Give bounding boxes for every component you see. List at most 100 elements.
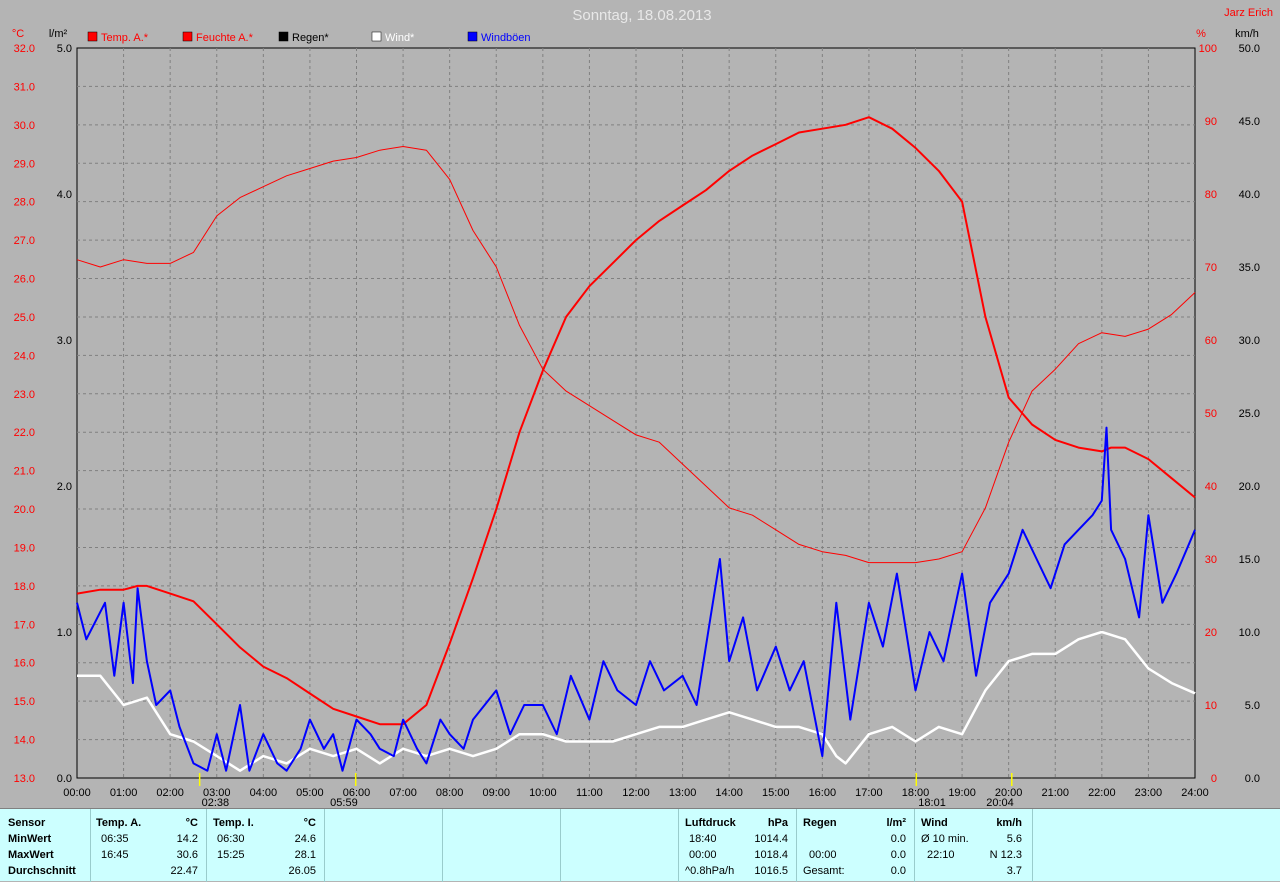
x-tick-label: 15:00: [762, 787, 790, 799]
x-tick-label: 10:00: [529, 787, 557, 799]
legend-swatch: [467, 31, 478, 42]
x-tick-label: 07:00: [389, 787, 417, 799]
wind-axis-label: km/h: [1235, 28, 1259, 40]
stats-wind-avg-label: Ø 10 min.: [921, 833, 969, 845]
temp-tick-label: 15.0: [14, 696, 35, 708]
stats-pressure-min: 1014.4: [754, 833, 788, 845]
event-label: 18:01: [918, 797, 946, 808]
stats-table: Sensor MinWert MaxWert Durchschnitt Temp…: [0, 808, 1280, 882]
stats-pressure-avg: 1016.5: [754, 865, 788, 877]
humidity-tick-label: 90: [1205, 116, 1217, 128]
wind-tick-label: 25.0: [1239, 408, 1260, 420]
humidity-tick-label: 40: [1205, 481, 1217, 493]
temp-tick-label: 17.0: [14, 619, 35, 631]
temp-tick-label: 25.0: [14, 312, 35, 324]
wind-tick-label: 5.0: [1245, 700, 1260, 712]
series-line-feuchte-a: [76, 146, 1196, 564]
wind-tick-label: 20.0: [1239, 481, 1260, 493]
series-line-wind: [77, 630, 1196, 772]
stats-unit-rain: l/m²: [886, 817, 906, 829]
stats-rain-total: 0.0: [890, 865, 906, 877]
legend-label: Windböen: [481, 32, 531, 44]
rain-tick-label: 5.0: [57, 43, 72, 55]
x-tick-label: 01:00: [110, 787, 138, 799]
humidity-tick-label: 80: [1205, 189, 1217, 201]
temp-tick-label: 19.0: [14, 542, 35, 554]
x-tick-label: 22:00: [1088, 787, 1116, 799]
rain-tick-label: 1.0: [57, 627, 72, 639]
x-tick-label: 12:00: [622, 787, 650, 799]
legend-swatch: [278, 31, 289, 42]
stats-wind-overall-avg: 3.7: [1006, 865, 1022, 877]
stats-temp-i-max-time: 15:25: [217, 849, 245, 861]
rain-axis-label: l/m²: [49, 28, 68, 40]
stats-wind-max: N 12.3: [989, 849, 1022, 861]
wind-tick-label: 0.0: [1245, 773, 1260, 785]
stats-col-rain: Regen l/m² 0.0 00:00 0.0 Gesamt: 0.0: [796, 809, 914, 882]
x-tick-label: 05:00: [296, 787, 324, 799]
stats-temp-i-min: 24.6: [294, 833, 316, 845]
series-line-temp-a: [76, 116, 1196, 726]
stats-rain-first: 0.0: [890, 833, 906, 845]
stats-col-temp-i: Temp. I. °C 06:30 24.6 15:25 28.1 26.05: [206, 809, 324, 882]
temp-tick-label: 21.0: [14, 466, 35, 478]
x-tick-label: 13:00: [669, 787, 697, 799]
temp-tick-label: 23.0: [14, 389, 35, 401]
wind-tick-label: 50.0: [1239, 43, 1260, 55]
humidity-axis-label: %: [1196, 28, 1206, 40]
stats-header-temp-i: Temp. I.: [213, 817, 254, 829]
chart-title: Sonntag, 18.08.2013: [572, 7, 711, 24]
stats-temp-a-avg: 22.47: [170, 865, 198, 877]
stats-col-temp-a: Temp. A. °C 06:35 14.2 16:45 30.6 22.47: [90, 809, 206, 882]
stats-label-avg: Durchschnitt: [8, 865, 76, 877]
stats-rain-max-time: 00:00: [809, 849, 837, 861]
temp-tick-label: 16.0: [14, 658, 35, 670]
legend-label: Feuchte A.*: [196, 32, 254, 44]
humidity-tick-label: 10: [1205, 700, 1217, 712]
stats-col-empty-2: [442, 809, 560, 882]
temp-tick-label: 27.0: [14, 235, 35, 247]
legend-swatch: [182, 31, 193, 42]
stats-pressure-trend: ^0.8hPa/h: [685, 865, 735, 877]
wind-tick-label: 30.0: [1239, 335, 1260, 347]
stats-col-pressure: Luftdruck hPa 18:40 1014.4 00:00 1018.4 ^0.…: [678, 809, 796, 882]
humidity-tick-label: 30: [1205, 554, 1217, 566]
temp-axis-label: °C: [12, 28, 24, 40]
wind-tick-label: 45.0: [1239, 116, 1260, 128]
stats-header-wind: Wind: [921, 817, 948, 829]
stats-pressure-max-time: 00:00: [689, 849, 717, 861]
stats-unit-temp-i: °C: [303, 817, 316, 829]
event-label: 20:04: [986, 797, 1014, 808]
x-tick-label: 04:00: [250, 787, 278, 799]
rain-tick-label: 0.0: [57, 773, 72, 785]
temp-tick-label: 24.0: [14, 350, 35, 362]
legend-swatch: [87, 31, 98, 42]
stats-col-wind: Wind km/h Ø 10 min. 5.6 22:10 N 12.3 3.7: [914, 809, 1032, 882]
stats-label-min: MinWert: [8, 833, 52, 845]
x-tick-label: 19:00: [948, 787, 976, 799]
humidity-tick-label: 70: [1205, 262, 1217, 274]
stats-temp-i-min-time: 06:30: [217, 833, 245, 845]
event-label: 05:59: [330, 797, 358, 808]
temp-tick-label: 22.0: [14, 427, 35, 439]
stats-temp-a-min: 14.2: [176, 833, 198, 845]
stats-col-empty-4: [1032, 809, 1280, 882]
humidity-tick-label: 100: [1199, 43, 1217, 55]
x-tick-label: 00:00: [63, 787, 91, 799]
x-tick-label: 21:00: [1041, 787, 1069, 799]
legend-label: Wind*: [385, 32, 415, 44]
stats-header-sensor: Sensor: [8, 817, 46, 829]
legend-swatch: [371, 31, 382, 42]
temp-tick-label: 14.0: [14, 735, 35, 747]
x-tick-label: 17:00: [855, 787, 883, 799]
x-tick-label: 08:00: [436, 787, 464, 799]
wind-tick-label: 35.0: [1239, 262, 1260, 274]
temp-tick-label: 31.0: [14, 81, 35, 93]
humidity-tick-label: 0: [1211, 773, 1217, 785]
x-tick-label: 14:00: [715, 787, 743, 799]
event-label: 02:38: [202, 797, 230, 808]
stats-temp-a-max-time: 16:45: [101, 849, 129, 861]
stats-col-empty-1: [324, 809, 442, 882]
stats-pressure-max: 1018.4: [754, 849, 788, 861]
humidity-tick-label: 60: [1205, 335, 1217, 347]
